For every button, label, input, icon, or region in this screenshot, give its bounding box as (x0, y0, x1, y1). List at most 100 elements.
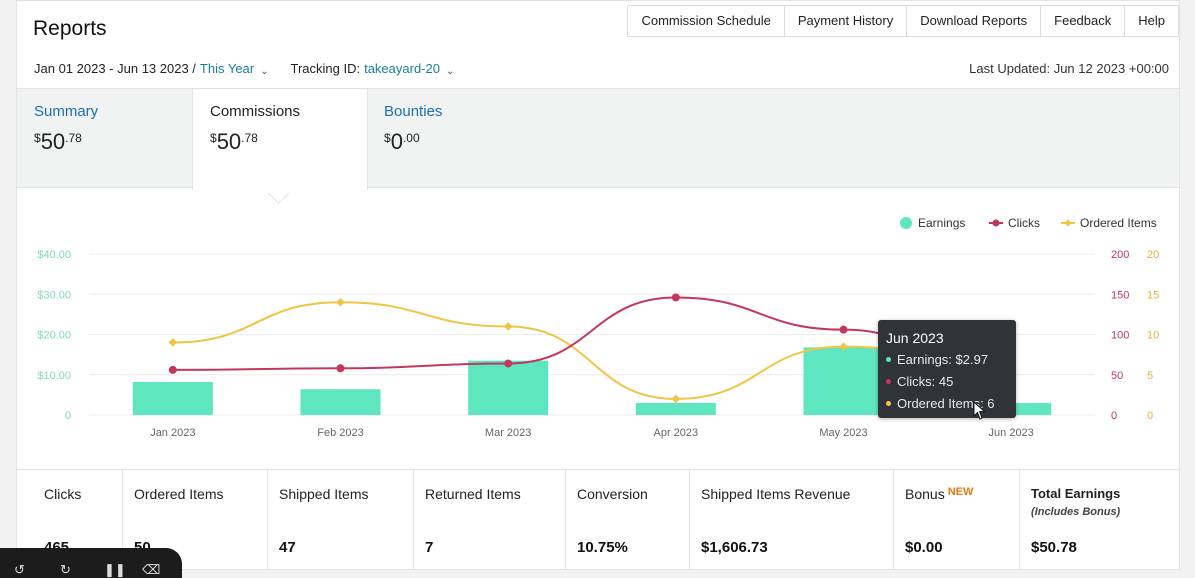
x-axis-label: Feb 2023 (317, 427, 363, 439)
stat-total-earnings: Total Earnings (Includes Bonus) $50.78 (1020, 470, 1179, 570)
stat-value: $1,606.73 (701, 539, 768, 556)
last-updated-text: Last Updated: Jun 12 2023 +00:00 (969, 61, 1169, 76)
tooltip-earnings: Earnings: $2.97 (886, 352, 988, 367)
stat-label: Total Earnings (1031, 486, 1121, 501)
left-axis-tick: $20.00 (37, 330, 71, 342)
left-axis-tick: $10.00 (37, 370, 71, 382)
tooltip-clicks: Clicks: 45 (886, 374, 953, 389)
stat-value: 47 (279, 539, 296, 556)
earnings-bar (635, 402, 716, 415)
bonus-label: Bonus (905, 486, 945, 502)
download-reports-button[interactable]: Download Reports (907, 6, 1042, 36)
stat-label: Ordered Items (134, 486, 224, 502)
legend-label: Clicks (1008, 216, 1040, 230)
amount-cents: .00 (402, 131, 420, 145)
payment-history-button[interactable]: Payment History (785, 6, 908, 36)
chevron-down-icon: ⌄ (260, 66, 269, 77)
left-axis-tick: $30.00 (37, 289, 71, 301)
tooltip-clicks-text: Clicks: 45 (897, 374, 954, 389)
page-title: Reports (33, 17, 107, 40)
stat-label: Conversion (577, 486, 648, 502)
legend-label: Earnings (918, 216, 965, 230)
ordered-axis-tick: 15 (1147, 289, 1159, 301)
ordered-axis-tick: 20 (1147, 249, 1159, 261)
amount-dollars: 0 (390, 129, 403, 154)
trash-icon[interactable]: ⌫ (142, 562, 161, 577)
tab-bounties-amount: $0.00 (384, 129, 420, 155)
tooltip-earnings-text: Earnings: $2.97 (897, 352, 989, 367)
amount-cents: .78 (241, 131, 258, 145)
report-tabs: Summary $50.78 Commissions $50.78 Bounti… (17, 88, 1179, 190)
clicks-point (168, 365, 177, 374)
legend-ordered-marker (1064, 219, 1072, 227)
tab-commissions-amount: $50.78 (210, 129, 258, 155)
amount-dollars: 50 (40, 129, 66, 154)
clicks-line (172, 296, 1012, 380)
stat-returned-items: Returned Items 7 (414, 470, 566, 570)
clicks-axis-tick: 50 (1111, 370, 1123, 382)
tab-summary[interactable]: Summary $50.78 (17, 89, 187, 187)
ordered-axis-tick: 10 (1147, 330, 1159, 342)
stat-value: 7 (425, 539, 434, 556)
stat-value: $0.00 (905, 539, 943, 556)
date-preset-dropdown[interactable]: This Year ⌄ (199, 61, 269, 77)
clicks-point (671, 293, 680, 302)
x-axis-label: Mar 2023 (485, 427, 531, 439)
chart-tooltip: Jun 2023 Earnings: $2.97 Clicks: 45 Orde… (878, 320, 1016, 418)
stat-value: 10.75% (577, 539, 628, 556)
amount-dollars: 50 (216, 129, 242, 154)
tab-bounties-label: Bounties (384, 103, 443, 120)
ordered-items-point (336, 298, 345, 307)
tooltip-ordered: Ordered Items: 6 (886, 396, 995, 411)
feedback-button[interactable]: Feedback (1041, 6, 1126, 36)
currency-symbol: $ (384, 131, 391, 145)
earnings-bar (132, 381, 213, 415)
recording-toolbar[interactable]: ↺ ↻ ❚❚ ⌫ (0, 548, 182, 578)
tab-commissions[interactable]: Commissions $50.78 (192, 89, 368, 190)
x-axis-label: Jun 2023 (989, 427, 1034, 439)
legend-clicks-marker (992, 219, 1000, 227)
clicks-point (504, 359, 513, 368)
tracking-id-dropdown[interactable]: takeayard-20 ⌄ (364, 61, 455, 77)
ordered-dot-icon (886, 401, 891, 406)
tooltip-ordered-text: Ordered Items: 6 (897, 396, 995, 411)
tab-summary-amount: $50.78 (34, 129, 82, 155)
new-badge: NEW (947, 486, 974, 498)
earnings-bar (468, 360, 549, 415)
currency-symbol: $ (34, 131, 41, 145)
clicks-axis-tick: 150 (1111, 289, 1129, 301)
date-range-text: Jan 01 2023 - Jun 13 2023 / (34, 61, 196, 76)
tab-bounties[interactable]: Bounties $0.00 (367, 89, 537, 187)
toolbar-icon[interactable]: ↺ (14, 562, 25, 577)
stat-sublabel: (Includes Bonus) (1031, 506, 1121, 518)
stat-shipped-revenue: Shipped Items Revenue $1,606.73 (690, 470, 894, 570)
help-button[interactable]: Help (1138, 13, 1165, 28)
x-axis-label: Apr 2023 (654, 427, 699, 439)
amount-cents: .78 (65, 131, 82, 145)
clicks-axis-tick: 100 (1111, 330, 1129, 342)
x-axis-label: May 2023 (819, 427, 867, 439)
commission-schedule-button[interactable]: Commission Schedule (628, 6, 785, 36)
left-axis-tick: $40.00 (37, 249, 71, 261)
tracking-id-value: takeayard-20 (364, 61, 440, 76)
stat-label: Clicks (44, 486, 82, 502)
earnings-chart: 0 0 0 $10.00 50 5 $20.00 100 10 $30.00 150 15 $40.00… (37, 216, 1159, 439)
pause-icon[interactable]: ❚❚ (104, 562, 126, 577)
tooltip-title: Jun 2023 (886, 330, 944, 346)
clicks-point (336, 364, 345, 373)
clicks-axis-tick: 0 (1111, 410, 1117, 422)
ordered-items-point (503, 322, 513, 331)
chevron-down-icon: ⌄ (445, 66, 455, 77)
stat-value: $50.78 (1031, 539, 1077, 556)
ordered-items-point (168, 338, 178, 347)
stat-label: Shipped Items (279, 486, 369, 502)
x-axis-label: Jan 2023 (150, 427, 195, 439)
stat-label: Bonus NEW (905, 486, 973, 502)
ordered-axis-tick: 0 (1147, 410, 1153, 422)
ordered-axis-tick: 5 (1147, 370, 1153, 382)
date-preset-label: This Year (199, 61, 255, 76)
earnings-bar (300, 389, 381, 415)
filter-bar: Jan 01 2023 - Jun 13 2023 / This Year ⌄ T… (34, 61, 455, 77)
toolbar-icon[interactable]: ↻ (60, 562, 71, 577)
stats-row: Clicks 465 Ordered Items 50 Shipped Item… (17, 469, 1179, 570)
